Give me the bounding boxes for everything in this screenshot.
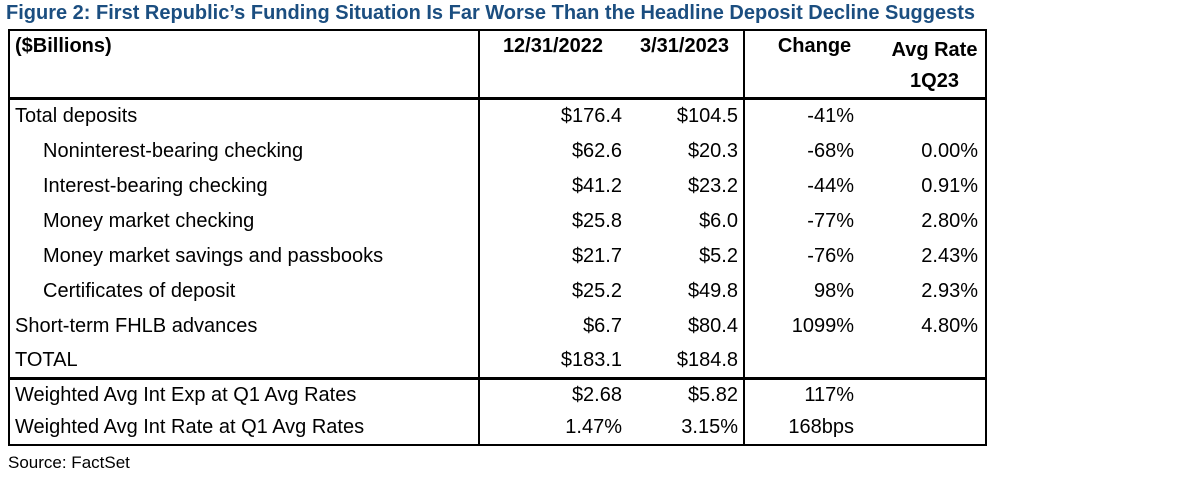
table-header: ($Billions) 12/31/2022 3/31/2023 Change …: [9, 30, 986, 99]
value-3-31-2023: $5.2: [626, 238, 745, 274]
table-row-interest-checking: Interest-bearing checking $41.2 $23.2 -4…: [9, 168, 986, 204]
value-avg-rate: [884, 379, 986, 412]
value-change: -68%: [807, 139, 854, 162]
value-avg-rate: 2.93%: [921, 279, 978, 302]
value-change: [744, 344, 884, 379]
value-avg-rate: 4.80%: [921, 314, 978, 337]
value-change: -41%: [807, 105, 854, 128]
value-12-31-2022: $25.2: [571, 279, 622, 302]
row-label: TOTAL: [9, 343, 480, 379]
summary-row-weighted-int-exp: Weighted Avg Int Exp at Q1 Avg Rates $2.…: [9, 378, 986, 412]
header-avg-rate-line1: Avg Rate: [891, 39, 978, 61]
value-12-31-2022: 1.47%: [565, 416, 622, 438]
table-row-money-market-savings: Money market savings and passbooks $21.7…: [9, 238, 986, 274]
summary-row-weighted-int-rate: Weighted Avg Int Rate at Q1 Avg Rates 1.…: [9, 411, 986, 445]
value-12-31-2022: $6.7: [583, 314, 622, 337]
value-avg-rate: 0.91%: [921, 174, 978, 197]
table-row-certificates-of-deposit: Certificates of deposit $25.2 $49.8 98% …: [9, 273, 986, 309]
value-change: -44%: [807, 174, 854, 197]
header-date-2022: 12/31/2022: [502, 35, 604, 57]
value-3-31-2023: $5.82: [626, 378, 745, 412]
value-change: 98%: [813, 279, 854, 302]
table-row-fhlb-advances: Short-term FHLB advances $6.7 $80.4 1099…: [9, 308, 986, 344]
row-label: Total deposits: [9, 98, 480, 134]
table-header-row: ($Billions) 12/31/2022 3/31/2023 Change …: [9, 30, 986, 99]
value-3-31-2023: $23.2: [626, 168, 745, 204]
value-3-31-2023: $6.0: [626, 203, 745, 239]
funding-table: ($Billions) 12/31/2022 3/31/2023 Change …: [8, 29, 987, 446]
value-avg-rate: 2.43%: [921, 244, 978, 267]
value-3-31-2023: $80.4: [626, 308, 745, 344]
row-label: Weighted Avg Int Exp at Q1 Avg Rates: [9, 378, 480, 412]
source-note: Source: FactSet: [8, 452, 130, 472]
value-change: 117%: [804, 384, 854, 407]
value-12-31-2022: $2.68: [571, 384, 622, 407]
value-12-31-2022: $21.7: [571, 244, 622, 267]
row-label: Interest-bearing checking: [9, 168, 480, 204]
value-12-31-2022: $62.6: [571, 139, 622, 162]
value-12-31-2022: $41.2: [571, 174, 622, 197]
row-label: Money market savings and passbooks: [9, 238, 480, 274]
table-row-total: TOTAL $183.1 $184.8: [9, 343, 986, 379]
value-12-31-2022: $25.8: [571, 209, 622, 232]
row-label: Short-term FHLB advances: [9, 308, 480, 344]
value-avg-rate: [884, 344, 986, 379]
table-body: Total deposits $176.4 $104.5 -41% Nonint…: [9, 98, 986, 379]
header-date-2023: 3/31/2023: [626, 30, 745, 99]
row-label: Certificates of deposit: [9, 273, 480, 309]
value-avg-rate: [884, 412, 986, 445]
value-12-31-2022: $183.1: [560, 348, 622, 371]
table-row-money-market-checking: Money market checking $25.8 $6.0 -77% 2.…: [9, 203, 986, 239]
value-3-31-2023: $184.8: [626, 343, 745, 379]
header-change: Change: [777, 35, 852, 57]
table-row-noninterest-checking: Noninterest-bearing checking $62.6 $20.3…: [9, 133, 986, 169]
value-3-31-2023: $49.8: [626, 273, 745, 309]
value-change: 168bps: [788, 416, 854, 438]
value-3-31-2023: 3.15%: [626, 411, 745, 445]
value-3-31-2023: $104.5: [626, 98, 745, 134]
header-avg-rate-line2: 1Q23: [910, 70, 959, 92]
value-avg-rate: 0.00%: [921, 139, 978, 162]
value-avg-rate: 2.80%: [921, 209, 978, 232]
value-3-31-2023: $20.3: [626, 133, 745, 169]
value-change: 1099%: [791, 314, 854, 337]
value-12-31-2022: $176.4: [560, 105, 622, 128]
header-billions: ($Billions): [9, 30, 480, 99]
header-avg-rate: Avg Rate 1Q23: [884, 30, 986, 99]
value-avg-rate: [884, 99, 986, 134]
table-row-total-deposits: Total deposits $176.4 $104.5 -41%: [9, 98, 986, 134]
figure-title: Figure 2: First Republic’s Funding Situa…: [6, 2, 976, 24]
table-summary-section: Weighted Avg Int Exp at Q1 Avg Rates $2.…: [9, 378, 986, 445]
row-label: Noninterest-bearing checking: [9, 133, 480, 169]
value-change: -76%: [807, 244, 854, 267]
row-label: Money market checking: [9, 203, 480, 239]
value-change: -77%: [807, 209, 854, 232]
row-label: Weighted Avg Int Rate at Q1 Avg Rates: [9, 411, 480, 445]
